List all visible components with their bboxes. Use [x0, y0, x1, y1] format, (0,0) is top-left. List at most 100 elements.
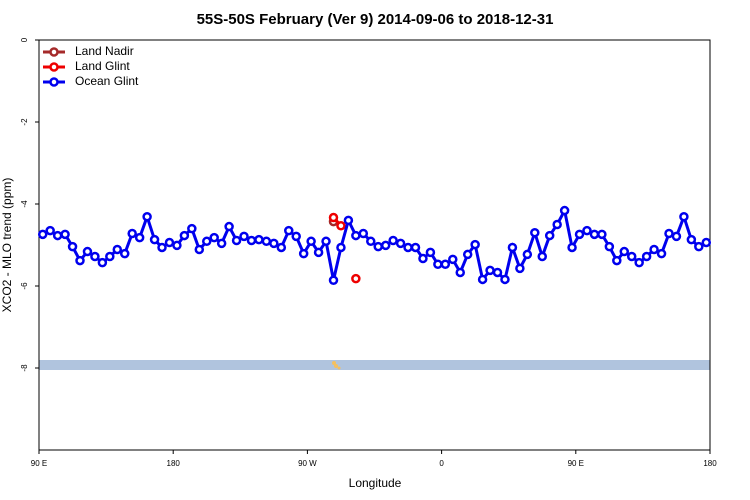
data-point: [448, 254, 458, 265]
x-tick-label: 90 W: [298, 459, 317, 468]
data-point: [641, 251, 652, 262]
data-point: [75, 255, 85, 266]
data-point: [52, 230, 63, 241]
data-point: [313, 247, 324, 258]
data-point: [209, 232, 219, 243]
data-point: [395, 238, 406, 249]
data-point: [619, 246, 630, 257]
data-point: [254, 234, 264, 245]
data-point: [187, 223, 197, 234]
data-point: [500, 274, 510, 285]
data-point: [410, 242, 421, 253]
data-point: [343, 215, 354, 226]
data-point: [380, 240, 391, 251]
legend-label: Land Nadir: [75, 44, 134, 58]
surface-band: [39, 360, 710, 370]
data-point: [112, 244, 123, 255]
data-point: [298, 248, 309, 259]
data-point: [134, 232, 145, 243]
data-point: [202, 236, 212, 247]
data-point: [649, 244, 659, 255]
data-point: [224, 221, 234, 232]
legend-label: Land Glint: [75, 59, 130, 73]
y-tick-label: -8: [20, 364, 29, 372]
data-point: [216, 238, 227, 249]
legend-marker: [49, 47, 59, 57]
data-point: [373, 241, 383, 252]
data-point: [612, 255, 622, 266]
data-point: [470, 239, 480, 250]
data-point: [37, 229, 48, 240]
data-point: [559, 205, 570, 216]
data-point: [291, 231, 301, 242]
data-point: [679, 211, 689, 222]
data-point: [433, 259, 443, 270]
data-point: [522, 249, 533, 260]
data-point: [45, 225, 55, 236]
x-tick-label: 180: [167, 459, 181, 468]
data-point: [530, 227, 540, 238]
data-point: [403, 242, 413, 253]
data-point: [328, 212, 339, 223]
data-point: [82, 246, 93, 257]
data-point: [537, 251, 547, 262]
data-point: [567, 242, 577, 253]
data-point: [321, 236, 331, 247]
data-point: [336, 220, 346, 231]
data-point: [388, 235, 398, 246]
data-point: [492, 267, 503, 278]
data-point: [462, 249, 473, 260]
data-point: [455, 267, 465, 278]
data-point: [351, 273, 361, 284]
data-point: [440, 259, 451, 270]
data-point: [656, 248, 667, 259]
data-point: [90, 251, 100, 262]
data-point: [67, 241, 78, 252]
data-point: [60, 229, 70, 240]
data-point: [671, 231, 682, 242]
data-point: [477, 274, 488, 285]
data-point: [574, 229, 585, 240]
data-point: [164, 237, 175, 248]
data-point: [127, 228, 137, 239]
data-point: [694, 241, 704, 252]
data-point: [105, 251, 115, 262]
y-tick-label: -6: [20, 282, 29, 290]
x-tick-label: 180: [703, 459, 717, 468]
x-tick-label: 90 E: [568, 459, 584, 468]
x-axis-label: Longitude: [349, 476, 402, 490]
y-tick-label: -2: [20, 118, 29, 126]
band-spot: [337, 366, 341, 370]
data-point: [269, 238, 279, 249]
data-point: [351, 230, 361, 241]
data-point: [366, 236, 376, 247]
data-point: [119, 248, 130, 259]
data-point: [276, 242, 287, 253]
data-point: [634, 257, 644, 268]
legend-marker: [49, 77, 59, 87]
data-point: [626, 251, 637, 262]
data-point: [179, 230, 190, 241]
data-point: [604, 241, 615, 252]
data-point: [328, 275, 339, 286]
x-tick-label: 90 E: [31, 459, 47, 468]
data-point: [358, 228, 369, 239]
data-point: [239, 231, 249, 242]
data-point: [515, 263, 525, 274]
data-point: [485, 265, 495, 276]
data-point: [336, 242, 346, 253]
data-point: [306, 236, 316, 247]
y-axis-label: XCO2 - MLO trend (ppm): [0, 178, 14, 313]
band-spot: [332, 361, 336, 365]
data-point: [97, 257, 108, 268]
data-point: [664, 228, 674, 239]
data-point: [544, 230, 555, 241]
data-point: [261, 236, 272, 247]
data-point: [284, 225, 294, 236]
data-point: [149, 234, 160, 245]
data-point: [142, 211, 152, 222]
data-point: [172, 240, 182, 251]
legend-label: Ocean Glint: [75, 74, 139, 88]
data-point: [589, 229, 600, 240]
